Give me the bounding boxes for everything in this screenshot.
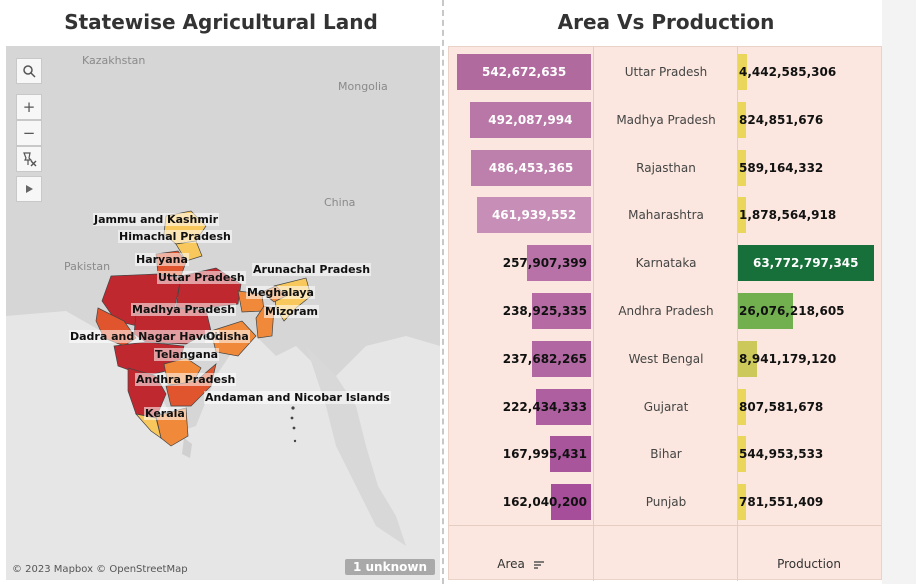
map-state-label: Haryana <box>135 253 189 266</box>
map-state-label: Kerala <box>144 407 186 420</box>
area-bar[interactable] <box>536 388 591 425</box>
geo-label-pakistan: Pakistan <box>64 260 111 273</box>
area-value-label: 542,672,635 <box>481 65 567 79</box>
area-value-label: 237,682,265 <box>502 351 587 366</box>
map-state-label: Dadra and Nagar Haveli <box>69 330 220 343</box>
production-bar[interactable] <box>738 101 746 138</box>
area-bar[interactable] <box>477 197 591 234</box>
production-value-label: 589,164,332 <box>739 160 824 175</box>
map-state-label: Meghalaya <box>246 286 315 299</box>
area-bar[interactable] <box>549 436 591 473</box>
state-label: Maharashtra <box>628 208 704 223</box>
production-value-label: 8,941,179,120 <box>739 351 837 366</box>
production-bar[interactable] <box>738 436 746 473</box>
andaman-islands-3 <box>292 426 296 430</box>
sort-descending-icon[interactable] <box>533 560 545 570</box>
map-state-label: Andaman and Nicobar Islands <box>204 391 391 404</box>
production-bar[interactable] <box>738 197 746 234</box>
state-label: Andhra Pradesh <box>618 304 714 318</box>
production-bar[interactable] <box>738 293 794 329</box>
area-header-label: Area <box>497 557 525 571</box>
production-value-label: 824,851,676 <box>739 112 824 127</box>
production-column-header[interactable]: Production <box>777 557 841 571</box>
geo-label-china: China <box>324 196 356 209</box>
nicobar-islands <box>293 439 297 443</box>
area-value-label: 167,995,431 <box>502 447 587 462</box>
area-vs-production-chart: 542,672,635 Uttar Pradesh 4,442,585,306 492… <box>448 46 882 581</box>
map-panel[interactable]: Kazakhstan Mongolia China Pakistan Jammu… <box>6 46 440 580</box>
search-icon[interactable] <box>16 58 42 84</box>
state-label: West Bengal <box>628 351 704 366</box>
geo-label-mongolia: Mongolia <box>338 80 388 93</box>
production-bar[interactable] <box>738 245 874 282</box>
area-bar[interactable] <box>471 149 591 186</box>
panel-divider <box>442 0 444 584</box>
production-value-label: 1,878,564,918 <box>739 208 837 223</box>
southeast-asia-landmass <box>306 346 406 546</box>
state-label: Madhya Pradesh <box>616 112 716 127</box>
area-value-label: 461,939,552 <box>491 208 577 223</box>
production-bar[interactable] <box>738 149 746 186</box>
production-bar[interactable] <box>738 54 748 90</box>
production-value-label: 4,442,585,306 <box>739 65 837 79</box>
map-attribution[interactable]: © 2023 Mapbox © OpenStreetMap <box>12 564 188 575</box>
production-bar[interactable] <box>738 388 746 425</box>
area-bar[interactable] <box>532 293 591 329</box>
play-icon[interactable] <box>16 176 42 202</box>
map-state-label: Telangana <box>154 348 220 361</box>
map-state-label: Mizoram <box>264 305 319 318</box>
footer-separator <box>449 525 881 526</box>
sri-lanka <box>182 438 192 458</box>
area-value-label: 492,087,994 <box>488 112 573 127</box>
area-bar[interactable] <box>457 54 591 90</box>
state-label: Karnataka <box>635 256 697 271</box>
production-value-label: 63,772,797,345 <box>752 256 859 271</box>
map-state-label: Odisha <box>205 330 250 343</box>
chart-title: Area Vs Production <box>557 10 775 34</box>
area-bar[interactable] <box>469 101 591 138</box>
state-label: Uttar Pradesh <box>624 65 708 79</box>
map-state-label: Madhya Pradesh <box>131 303 237 316</box>
map-state-label: Himachal Pradesh <box>118 230 232 243</box>
production-bar[interactable] <box>738 484 746 521</box>
area-bar[interactable] <box>527 245 591 282</box>
area-value-label: 257,907,399 <box>502 256 587 271</box>
production-value-label: 781,551,409 <box>739 495 824 510</box>
map-state-label: Arunachal Pradesh <box>252 263 372 276</box>
state-label: Gujarat <box>643 399 689 414</box>
area-column-header[interactable]: Area <box>449 557 593 571</box>
area-bar[interactable] <box>532 340 591 377</box>
geo-label-kazakhstan: Kazakhstan <box>82 54 146 67</box>
andaman-islands-2 <box>290 416 294 420</box>
production-value-label: 544,953,533 <box>739 447 824 462</box>
production-value-label: 26,076,218,605 <box>739 304 845 318</box>
area-bar[interactable] <box>551 484 591 521</box>
area-value-label: 238,925,335 <box>502 304 587 318</box>
pin-off-icon[interactable] <box>16 146 42 172</box>
column-separator <box>593 47 594 581</box>
production-value-label: 807,581,678 <box>739 399 824 414</box>
map-title: Statewise Agricultural Land <box>64 10 378 34</box>
area-value-label: 222,434,333 <box>502 399 587 414</box>
unknown-badge[interactable]: 1 unknown <box>344 559 435 575</box>
state-label: Bihar <box>650 447 682 462</box>
map-state-label: Jammu and Kashmir <box>93 213 220 226</box>
map-state-label: Uttar Pradesh <box>157 271 246 284</box>
andaman-islands <box>291 406 295 410</box>
scroll-gutter <box>882 0 916 584</box>
production-bar[interactable] <box>738 340 757 377</box>
state-label: Punjab <box>645 495 687 510</box>
area-value-label: 162,040,200 <box>502 495 587 510</box>
zoom-in-button[interactable]: + <box>16 94 42 120</box>
area-value-label: 486,453,365 <box>488 160 574 175</box>
map-state-label: Andhra Pradesh <box>135 373 237 386</box>
column-separator <box>737 47 738 581</box>
zoom-out-button[interactable]: − <box>16 120 42 146</box>
state-label: Rajasthan <box>636 160 696 175</box>
